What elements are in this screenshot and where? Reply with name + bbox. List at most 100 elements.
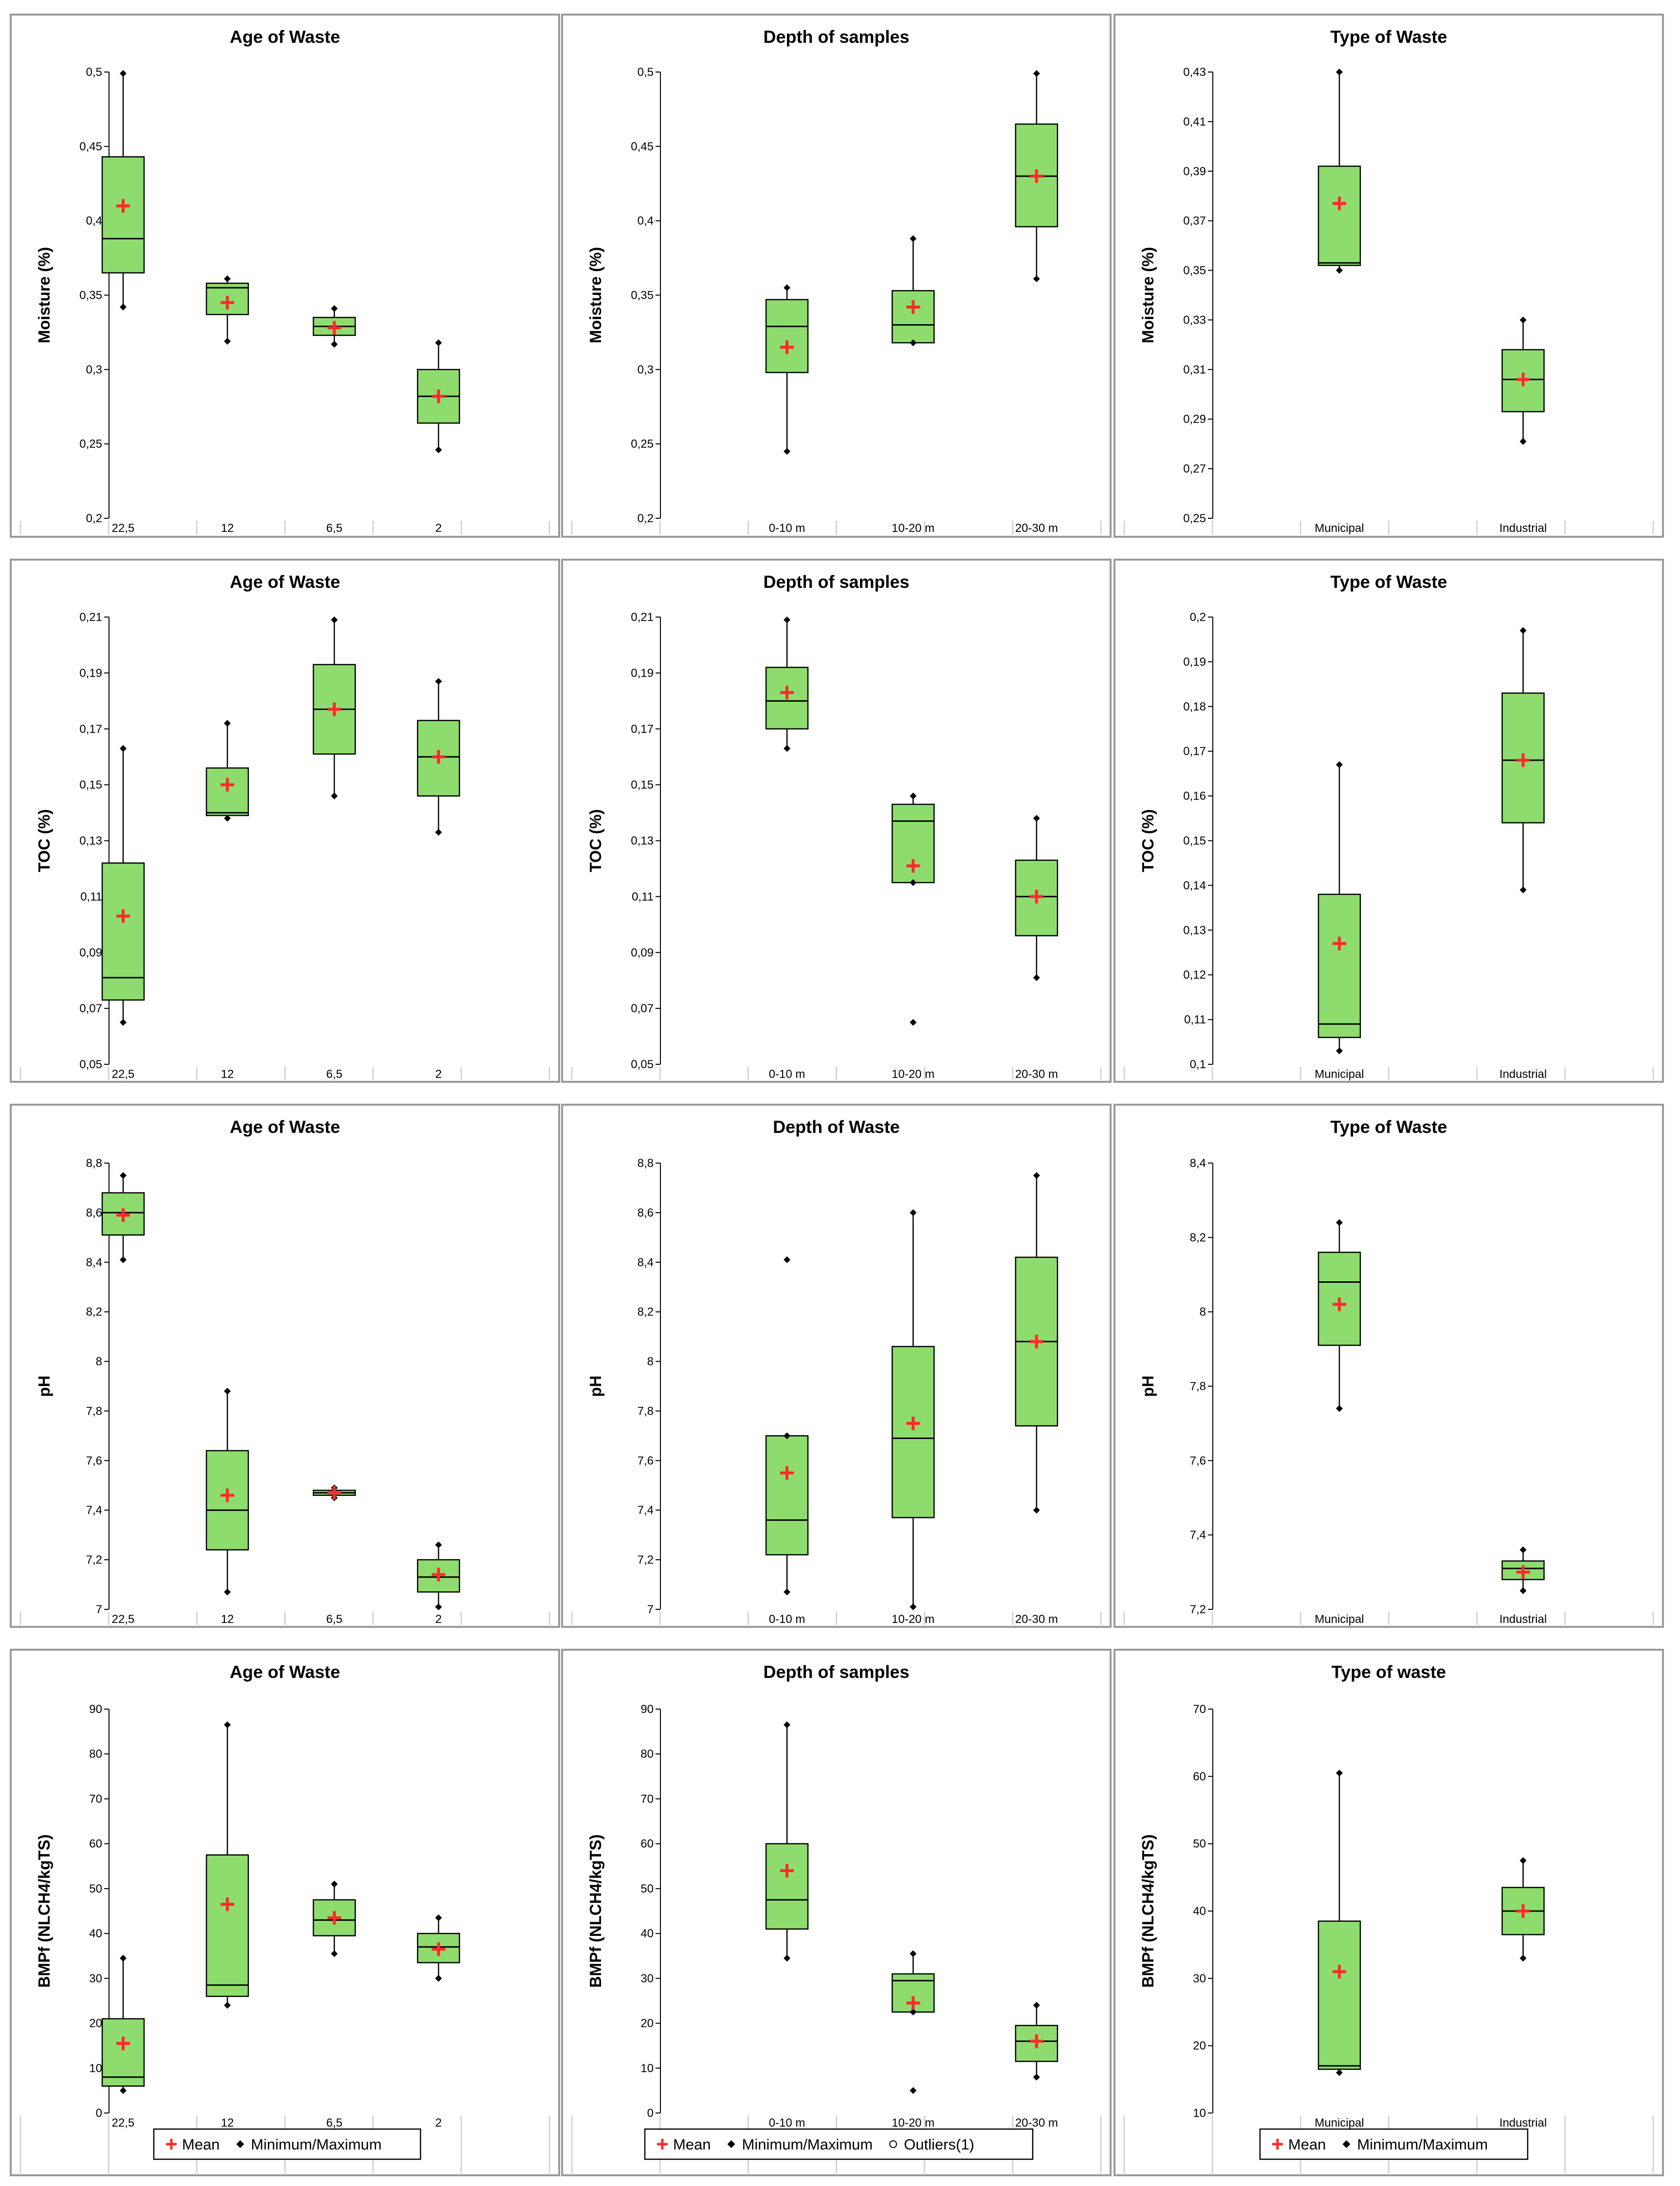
box-iqr: [1317, 893, 1361, 1038]
category-label: 22,5: [112, 522, 135, 535]
box-1: [101, 745, 145, 1026]
min-marker: [1033, 1507, 1040, 1514]
category-label: 0-10 m: [769, 522, 805, 535]
mean-marker: [327, 702, 341, 716]
y-axis-label: TOC (%): [1139, 809, 1157, 873]
mean-marker: [432, 389, 446, 403]
min-marker: [1336, 267, 1343, 274]
y-tick-label: 7,8: [638, 1404, 654, 1418]
min-marker: [1519, 1954, 1527, 1962]
mean-marker: [780, 686, 794, 700]
legend-3: Mean Minimum/Maximum: [1259, 2128, 1529, 2160]
min-marker: [1336, 1405, 1343, 1412]
y-tick-label: 7,6: [1190, 1454, 1206, 1467]
min-marker: [1519, 886, 1527, 893]
category-label: 10-20 m: [892, 2116, 934, 2130]
max-marker: [1033, 2002, 1040, 2009]
chart-panel-2-3: Type of Waste TOC (%) 0,1 0,11 0,12 0,13 0,14 0…: [1114, 559, 1664, 1083]
category-label: 22,5: [112, 2116, 135, 2130]
y-tick-label: 0,29: [1183, 413, 1206, 426]
box-1: [101, 1172, 145, 1263]
box-2: [1501, 1857, 1545, 1962]
chart-title: Type of Waste: [1330, 572, 1447, 592]
y-tick-label: 0,45: [631, 140, 654, 153]
box-2: [892, 1950, 935, 2016]
y-tick-label: 50: [1193, 1838, 1206, 1851]
min-marker: [1336, 1047, 1343, 1055]
box-iqr: [101, 156, 145, 273]
box-1: [1317, 761, 1361, 1055]
box-iqr: [205, 1854, 249, 1997]
min-marker: [330, 341, 338, 348]
chart-title: Age of Waste: [230, 27, 340, 47]
max-marker: [784, 1721, 791, 1729]
legend-label: Mean: [182, 2136, 220, 2153]
y-tick-label: 0,21: [79, 611, 102, 624]
max-marker: [120, 745, 127, 752]
chart-title: Depth of samples: [763, 27, 909, 47]
y-tick-label: 0,25: [79, 437, 102, 451]
mean-marker: [432, 1942, 446, 1956]
y-tick-label: 80: [89, 1748, 102, 1761]
max-marker: [1519, 1546, 1527, 1553]
category-label: Municipal: [1315, 1613, 1364, 1626]
box-2: [892, 235, 935, 346]
box-iqr: [765, 299, 809, 373]
mean-marker: [116, 909, 130, 923]
y-tick-label: 70: [1193, 1703, 1206, 1716]
y-tick-label: 70: [89, 1792, 102, 1805]
min-marker: [224, 2002, 231, 2009]
box-3: [312, 305, 356, 348]
max-marker: [1519, 316, 1527, 324]
y-axis-label: Moisture (%): [35, 247, 53, 344]
y-tick-label: 40: [1193, 1905, 1206, 1918]
y-tick-label: 0,12: [1183, 968, 1206, 982]
y-tick-label: 20: [1193, 2040, 1206, 2053]
max-marker: [910, 235, 917, 242]
max-marker: [1336, 69, 1343, 75]
max-marker: [330, 305, 338, 312]
legend-frame: [1259, 2128, 1529, 2160]
category-label: 10-20 m: [892, 1613, 934, 1626]
category-label: 2: [435, 2116, 441, 2130]
mean-marker: [327, 1911, 341, 1925]
chart-title: Type of Waste: [1330, 27, 1447, 47]
y-tick-label: 0,07: [631, 1002, 654, 1015]
category-label: Industrial: [1499, 522, 1547, 535]
category-label: 20-30 m: [1015, 522, 1058, 535]
mean-marker: [906, 1416, 920, 1430]
mean-marker: [780, 1466, 794, 1480]
max-marker: [784, 616, 791, 623]
chart-panel-3-1: Age of Waste pH 7 7,2 7,4 7,6 7,8 8 8,2 8,4 8,6 8,8…: [10, 1104, 560, 1628]
y-tick-label: 10: [89, 2062, 102, 2075]
panel-frame: [561, 14, 1112, 538]
category-label: Industrial: [1499, 2116, 1547, 2130]
y-tick-label: 0: [647, 2107, 654, 2120]
mean-marker: [116, 1208, 130, 1222]
min-marker: [120, 303, 127, 310]
y-axis-label: Moisture (%): [1139, 247, 1157, 344]
max-marker: [330, 1880, 338, 1888]
y-tick-label: 8: [96, 1355, 102, 1368]
max-marker: [120, 1172, 127, 1179]
y-tick-label: 0,5: [86, 66, 102, 79]
category-label: 10-20 m: [892, 522, 934, 535]
box-iqr: [101, 2018, 145, 2087]
box-iqr: [892, 1346, 935, 1518]
max-marker: [910, 1950, 917, 1957]
legend-label: Minimum/Maximum: [251, 2136, 382, 2153]
mean-marker: [1029, 1334, 1043, 1348]
mean-marker: [906, 1996, 920, 2010]
y-tick-label: 0,41: [1183, 115, 1206, 128]
min-marker: [1033, 275, 1040, 282]
box-2: [892, 792, 935, 886]
y-tick-label: 0,3: [86, 363, 102, 376]
mean-marker: [220, 1897, 235, 1912]
mean-marker: [220, 295, 235, 310]
min-marker: [435, 1603, 442, 1610]
y-tick-label: 0,25: [1183, 512, 1206, 525]
mean-marker: [1333, 197, 1347, 211]
y-tick-label: 0,13: [1183, 924, 1206, 937]
chart-title: Depth of samples: [763, 1662, 909, 1682]
y-tick-label: 8,4: [86, 1256, 102, 1269]
